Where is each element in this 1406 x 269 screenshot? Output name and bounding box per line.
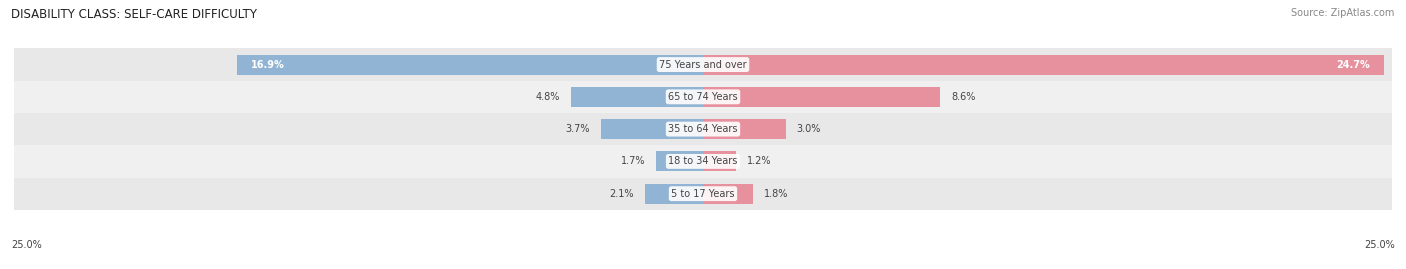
Text: 16.9%: 16.9% bbox=[252, 59, 285, 70]
Text: 3.0%: 3.0% bbox=[797, 124, 821, 134]
Text: 1.7%: 1.7% bbox=[620, 156, 645, 167]
Text: 75 Years and over: 75 Years and over bbox=[659, 59, 747, 70]
Bar bbox=[14, 113, 1392, 145]
Bar bbox=[238, 55, 703, 75]
Bar bbox=[703, 151, 737, 171]
Bar bbox=[14, 81, 1392, 113]
Bar bbox=[703, 119, 786, 139]
Bar bbox=[14, 48, 1392, 81]
Bar bbox=[703, 55, 1384, 75]
Text: 1.8%: 1.8% bbox=[763, 189, 787, 199]
Text: 35 to 64 Years: 35 to 64 Years bbox=[668, 124, 738, 134]
Text: DISABILITY CLASS: SELF-CARE DIFFICULTY: DISABILITY CLASS: SELF-CARE DIFFICULTY bbox=[11, 8, 257, 21]
Text: 1.2%: 1.2% bbox=[747, 156, 772, 167]
Bar bbox=[14, 178, 1392, 210]
Text: 18 to 34 Years: 18 to 34 Years bbox=[668, 156, 738, 167]
Bar bbox=[657, 151, 703, 171]
Bar bbox=[600, 119, 703, 139]
Bar bbox=[645, 184, 703, 204]
Text: 65 to 74 Years: 65 to 74 Years bbox=[668, 92, 738, 102]
Bar bbox=[703, 184, 752, 204]
Text: 4.8%: 4.8% bbox=[536, 92, 560, 102]
Bar bbox=[14, 145, 1392, 178]
Text: Source: ZipAtlas.com: Source: ZipAtlas.com bbox=[1291, 8, 1395, 18]
Text: 2.1%: 2.1% bbox=[610, 189, 634, 199]
Text: 8.6%: 8.6% bbox=[950, 92, 976, 102]
Text: 3.7%: 3.7% bbox=[565, 124, 591, 134]
Text: 25.0%: 25.0% bbox=[1364, 240, 1395, 250]
Text: 5 to 17 Years: 5 to 17 Years bbox=[671, 189, 735, 199]
Bar bbox=[571, 87, 703, 107]
Text: 25.0%: 25.0% bbox=[11, 240, 42, 250]
Text: 24.7%: 24.7% bbox=[1336, 59, 1369, 70]
Bar bbox=[703, 87, 941, 107]
